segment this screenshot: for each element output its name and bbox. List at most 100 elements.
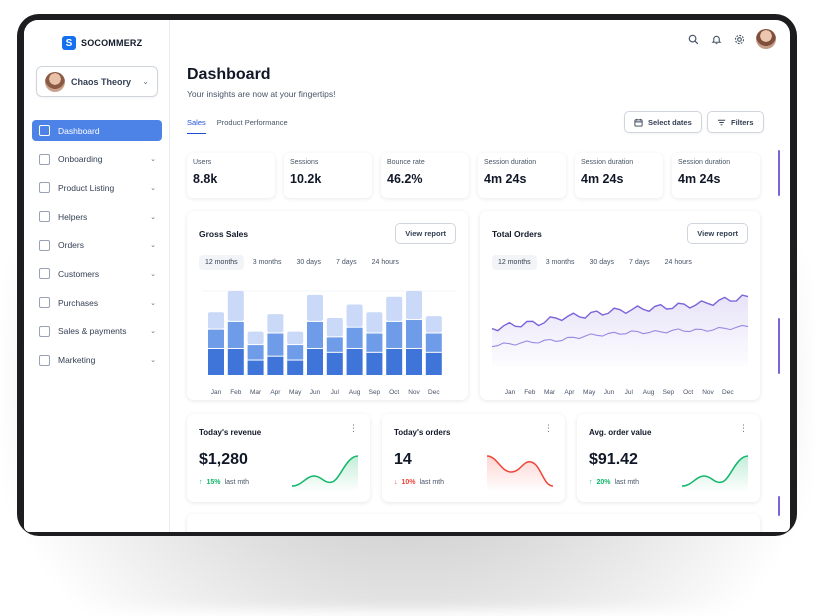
bar-segment xyxy=(307,294,323,321)
x-tick-label: Jan xyxy=(211,389,222,396)
range-30-days[interactable]: 30 days xyxy=(296,259,322,266)
mini-card-delta: ↓ 10% last mth xyxy=(394,479,444,486)
chevron-down-icon: ⌄ xyxy=(150,270,156,278)
sidebar-item-onboarding[interactable]: Onboarding ⌄ xyxy=(32,149,162,170)
users-icon xyxy=(39,325,50,337)
user-avatar[interactable] xyxy=(756,29,776,49)
x-tick-label: Jul xyxy=(331,389,340,396)
bar-segment xyxy=(247,360,264,375)
select-dates-button[interactable]: Select dates xyxy=(624,111,702,133)
view-report-button[interactable]: View report xyxy=(395,223,456,244)
stat-value: 4m 24s xyxy=(581,172,624,186)
bar-segment xyxy=(307,348,323,375)
range-24-hours[interactable]: 24 hours xyxy=(664,259,692,266)
workspace-switcher[interactable]: Chaos Theory ⌄ xyxy=(36,66,158,97)
scroll-indicator[interactable] xyxy=(778,150,780,196)
delta-value: 10% xyxy=(401,479,416,486)
bar-segment xyxy=(366,312,383,333)
range-7-days[interactable]: 7 days xyxy=(336,259,357,266)
gross-sales-card: Gross Sales View report 12 months 3 mont… xyxy=(187,211,468,400)
sidebar-item-customers[interactable]: Customers ⌄ xyxy=(32,263,162,284)
workspace-avatar xyxy=(45,71,65,92)
range-12-months[interactable]: 12 months xyxy=(199,255,244,270)
bell-icon[interactable] xyxy=(710,33,722,45)
sidebar-item-dashboard[interactable]: Dashboard xyxy=(32,120,162,141)
range-3-months[interactable]: 3 months xyxy=(545,259,575,266)
total-orders-card: Total Orders View report 12 months 3 mon… xyxy=(480,211,760,400)
mini-card-value: 14 xyxy=(394,451,412,468)
range-7-days[interactable]: 7 days xyxy=(629,259,650,266)
bar-segment xyxy=(326,352,343,375)
range-selector: 12 months 3 months 30 days 7 days 24 hou… xyxy=(199,255,405,270)
sidebar-item-sales-payments[interactable]: Sales & payments ⌄ xyxy=(32,321,162,342)
stat-card-users: Users 8.8k xyxy=(187,153,275,198)
x-tick-label: Sep xyxy=(369,389,381,396)
sidebar: S SOCOMMERZ Chaos Theory ⌄ Dashboard Onb… xyxy=(24,20,170,532)
chevron-down-icon: ⌄ xyxy=(150,242,156,250)
mini-card-value: $91.42 xyxy=(589,451,638,468)
filter-lines-icon xyxy=(717,119,726,125)
top-actions xyxy=(687,29,776,49)
delta-value: 15% xyxy=(206,479,221,486)
bar-segment xyxy=(326,337,343,352)
page-title: Dashboard xyxy=(187,66,271,83)
stat-value: 4m 24s xyxy=(678,172,721,186)
tab-product-performance[interactable]: Product Performance xyxy=(216,118,288,127)
aov-sparkline xyxy=(681,455,749,492)
x-tick-label: Apr xyxy=(564,389,575,396)
arrow-up-icon: ↑ xyxy=(199,479,203,486)
view-report-button[interactable]: View report xyxy=(687,223,748,244)
stat-card-session-duration: Session duration 4m 24s xyxy=(478,153,566,198)
tab-sales[interactable]: Sales xyxy=(187,118,206,134)
bar-segment xyxy=(287,345,304,360)
x-tick-label: Aug xyxy=(349,389,361,396)
range-30-days[interactable]: 30 days xyxy=(589,259,615,266)
x-tick-label: Dec xyxy=(428,389,440,396)
x-tick-label: Feb xyxy=(230,389,242,396)
sidebar-item-orders[interactable]: Orders ⌄ xyxy=(32,235,162,256)
scroll-indicator[interactable] xyxy=(778,318,780,374)
bar-segment xyxy=(287,360,304,375)
sidebar-item-product-listing[interactable]: Product Listing ⌄ xyxy=(32,177,162,198)
page-subtitle: Your insights are now at your fingertips… xyxy=(187,89,336,99)
stat-label: Bounce rate xyxy=(387,159,425,166)
bar-segment xyxy=(227,348,244,375)
bar-segment xyxy=(208,348,224,375)
range-3-months[interactable]: 3 months xyxy=(252,259,282,266)
x-tick-label: May xyxy=(583,389,596,396)
brand-name: SOCOMMERZ xyxy=(81,38,143,48)
more-vertical-icon[interactable]: ⋮ xyxy=(544,423,553,433)
sidebar-item-label: Marketing xyxy=(58,355,96,365)
x-tick-label: Jun xyxy=(310,389,321,396)
bar-segment xyxy=(386,348,403,375)
range-12-months[interactable]: 12 months xyxy=(492,255,537,270)
tab-bar: Sales Product Performance xyxy=(187,118,288,134)
sidebar-item-marketing[interactable]: Marketing ⌄ xyxy=(32,350,162,371)
x-tick-label: Aug xyxy=(643,389,655,396)
stat-value: 8.8k xyxy=(193,172,218,186)
brand-logo[interactable]: S SOCOMMERZ xyxy=(62,36,142,50)
more-vertical-icon[interactable]: ⋮ xyxy=(739,423,748,433)
layers-icon xyxy=(39,182,50,194)
more-vertical-icon[interactable]: ⋮ xyxy=(349,423,358,433)
stat-row: Users 8.8k Sessions 10.2k Bounce rate 46… xyxy=(187,153,760,198)
gear-icon[interactable] xyxy=(733,33,745,45)
bar-chart-icon xyxy=(39,125,50,136)
sidebar-item-helpers[interactable]: Helpers ⌄ xyxy=(32,206,162,227)
chevron-down-icon: ⌄ xyxy=(142,77,149,86)
x-tick-label: Dec xyxy=(722,389,734,396)
range-24-hours[interactable]: 24 hours xyxy=(371,259,399,266)
stat-value: 46.2% xyxy=(387,172,423,186)
sidebar-item-label: Sales & payments xyxy=(58,326,127,337)
x-tick-label: Jun xyxy=(604,389,615,396)
scroll-indicator[interactable] xyxy=(778,496,780,516)
workspace-name: Chaos Theory xyxy=(71,76,132,87)
stat-label: Session duration xyxy=(484,159,537,166)
sidebar-item-label: Onboarding xyxy=(58,154,103,165)
filters-button[interactable]: Filters xyxy=(707,111,764,133)
stat-label: Session duration xyxy=(678,159,731,166)
search-icon[interactable] xyxy=(687,33,699,45)
sidebar-item-purchases[interactable]: Purchases ⌄ xyxy=(32,292,162,313)
chevron-down-icon: ⌄ xyxy=(150,328,156,336)
bar-segment xyxy=(425,333,442,352)
